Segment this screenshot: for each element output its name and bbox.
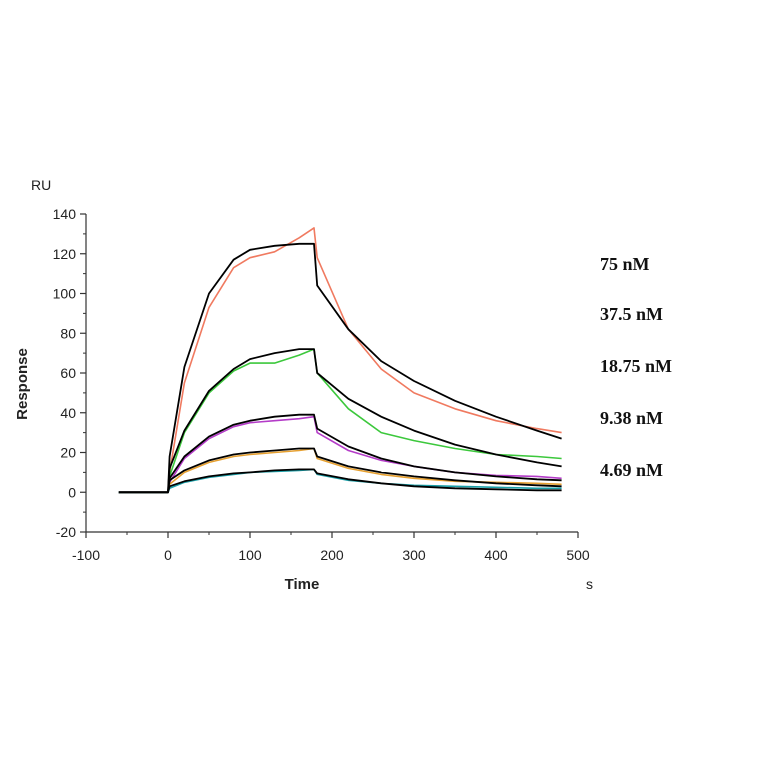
concentration-label: 18.75 nM: [600, 356, 672, 376]
y-tick-label: 140: [53, 206, 77, 222]
fit-curve-3: [118, 348, 562, 494]
x-axis-title: Time: [285, 576, 320, 593]
fit-curve-9: [118, 468, 562, 494]
sensorgram-curves: [118, 227, 562, 494]
x-unit-label: s: [586, 576, 593, 592]
y-tick-label: 60: [60, 365, 76, 381]
fit-curve-5: [118, 413, 562, 494]
concentration-label: 75 nM: [600, 254, 650, 274]
x-tick-label: 500: [566, 547, 590, 563]
response-curve-0: [118, 227, 562, 494]
y-tick-label: 40: [60, 405, 76, 421]
y-tick-label: 100: [53, 286, 77, 302]
y-tick-label: 0: [68, 484, 76, 500]
y-tick-label: 120: [53, 246, 77, 262]
x-tick-label: 0: [164, 547, 172, 563]
x-tick-label: 200: [320, 547, 344, 563]
x-tick-label: 400: [484, 547, 508, 563]
axis-ticks: -20 0 20 40 60 80 100 120 140 -100 0 100 200 300 400 50…: [53, 206, 590, 563]
x-tick-label: 100: [238, 547, 262, 563]
fit-curve-7: [118, 447, 562, 494]
y-tick-label: 20: [60, 445, 76, 461]
x-tick-label: -100: [72, 547, 100, 563]
concentration-label: 4.69 nM: [600, 460, 663, 480]
fit-curve-1: [118, 242, 562, 494]
y-axis-title: Response: [14, 348, 31, 420]
y-tick-label: -20: [56, 524, 76, 540]
concentration-labels: 75 nM 37.5 nM 18.75 nM 9.38 nM 4.69 nM: [600, 254, 672, 480]
x-tick-label: 300: [402, 547, 426, 563]
y-tick-label: 80: [60, 325, 76, 341]
concentration-label: 9.38 nM: [600, 408, 663, 428]
y-unit-label: RU: [31, 177, 51, 193]
response-curve-2: [118, 348, 562, 494]
concentration-label: 37.5 nM: [600, 304, 663, 324]
